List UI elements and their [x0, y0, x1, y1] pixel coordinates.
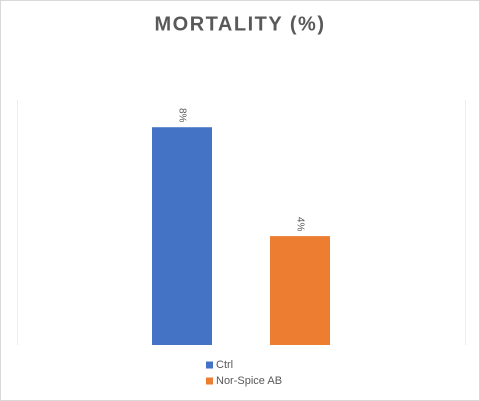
bar: [152, 127, 212, 345]
chart-title: MORTALITY (%): [155, 13, 326, 35]
legend-swatch: [206, 377, 213, 385]
legend-label: Nor-Spice AB: [216, 375, 282, 387]
legend-label: Ctrl: [216, 359, 233, 371]
bar: [270, 236, 330, 345]
legend-swatch: [206, 361, 213, 369]
data-label: 4%: [294, 217, 305, 232]
data-label: 8%: [176, 108, 187, 123]
